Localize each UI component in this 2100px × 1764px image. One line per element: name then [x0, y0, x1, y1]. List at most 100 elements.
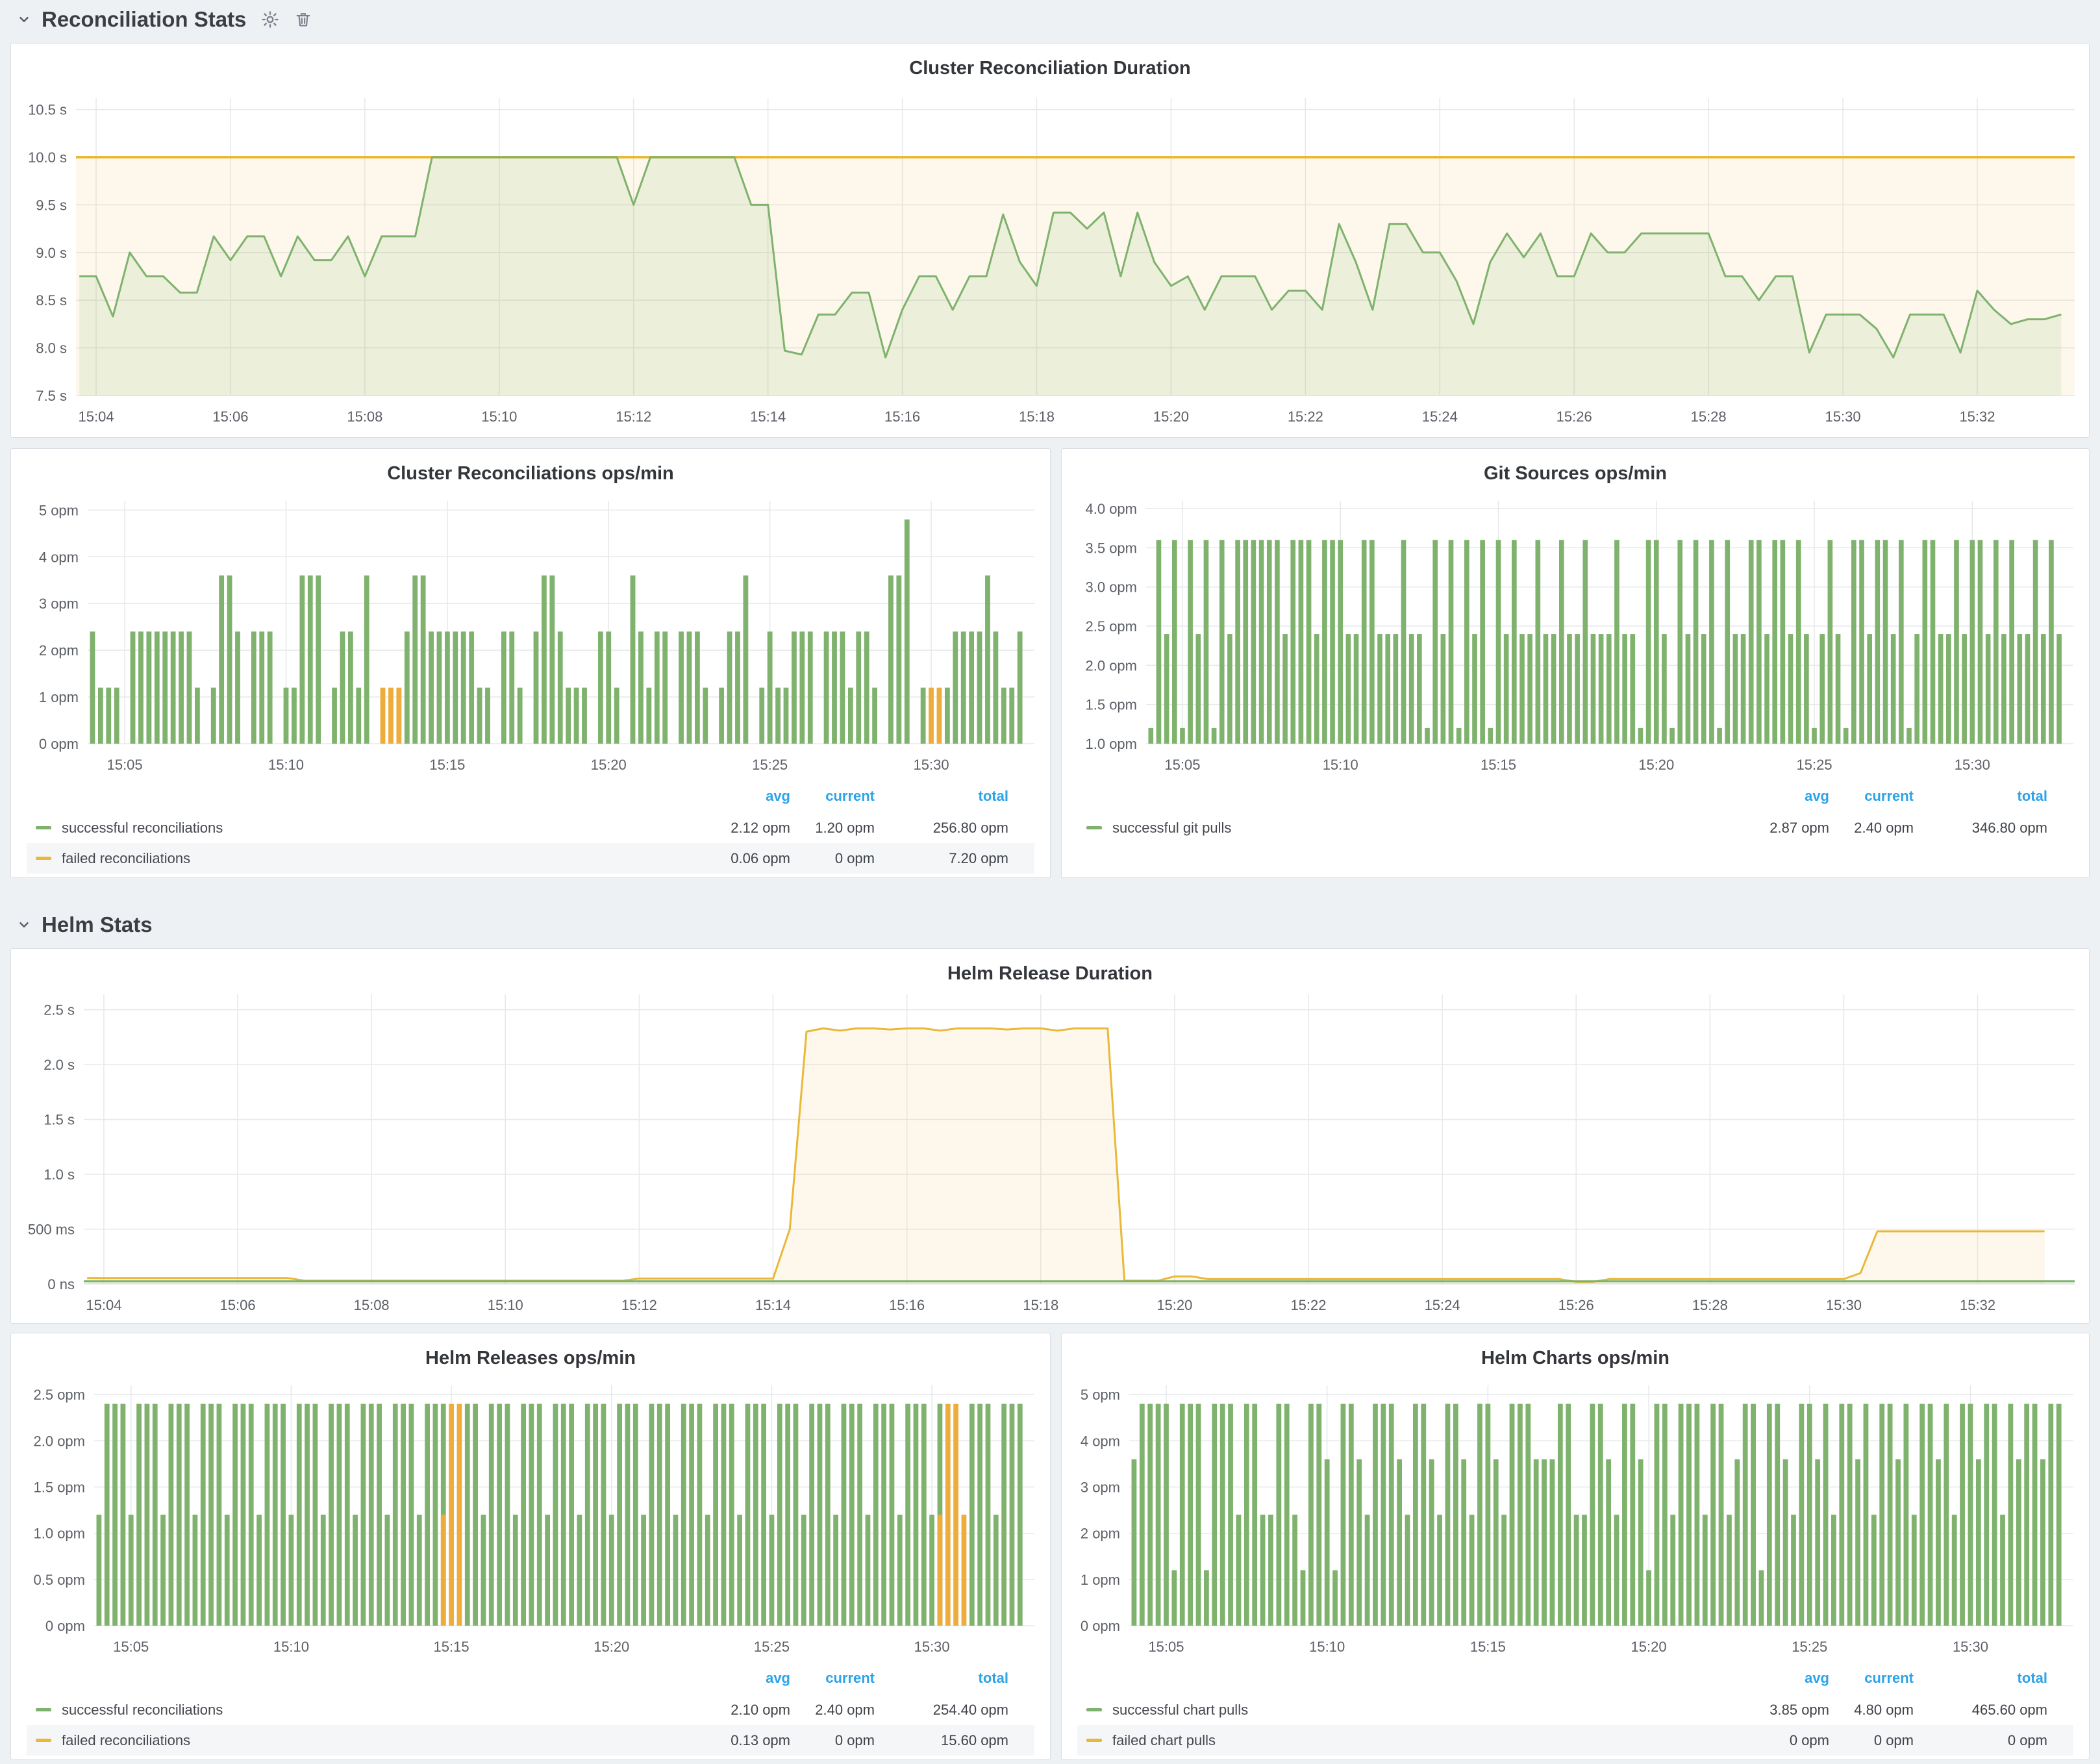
- legend-series-label[interactable]: failed reconciliations: [62, 1732, 191, 1748]
- legend-col-total[interactable]: total: [2017, 1670, 2047, 1686]
- legend-col-avg[interactable]: avg: [766, 1670, 790, 1686]
- legend-col-current[interactable]: current: [1864, 1670, 1914, 1686]
- svg-text:15:12: 15:12: [616, 409, 651, 425]
- svg-text:15:16: 15:16: [889, 1297, 925, 1313]
- svg-text:8.0 s: 8.0 s: [36, 340, 67, 357]
- helm-release-duration-chart[interactable]: 0 ns 500 ms 1.0 s 1.5 s 2.0 s 2.5 s 15:04 15:06…: [11, 949, 2090, 1324]
- chevron-down-icon[interactable]: [17, 918, 31, 932]
- svg-text:2.0 opm: 2.0 opm: [34, 1433, 86, 1449]
- svg-text:3 opm: 3 opm: [1081, 1480, 1120, 1496]
- svg-text:15:20: 15:20: [1156, 1297, 1192, 1313]
- legend-total-value: 7.20 opm: [949, 850, 1008, 866]
- legend-avg-value: 0 opm: [1789, 1732, 1829, 1748]
- panel-title[interactable]: Helm Release Duration: [947, 963, 1153, 984]
- legend-col-total[interactable]: total: [978, 788, 1008, 804]
- svg-text:15:15: 15:15: [1470, 1639, 1506, 1655]
- legend-avg-value: 0.06 opm: [731, 850, 790, 866]
- svg-text:15:24: 15:24: [1425, 1297, 1460, 1313]
- svg-text:15:26: 15:26: [1556, 409, 1592, 425]
- svg-text:2.5 opm: 2.5 opm: [1086, 618, 1138, 635]
- section-title-reconciliation-stats[interactable]: Reconciliation Stats: [42, 7, 247, 31]
- svg-text:3.5 opm: 3.5 opm: [1086, 540, 1138, 556]
- svg-text:2.0 opm: 2.0 opm: [1086, 657, 1138, 674]
- svg-text:15:20: 15:20: [1631, 1639, 1667, 1655]
- svg-text:3 opm: 3 opm: [39, 596, 79, 612]
- trash-icon[interactable]: [294, 10, 312, 29]
- legend-col-total[interactable]: total: [978, 1670, 1008, 1686]
- svg-text:15:06: 15:06: [220, 1297, 256, 1313]
- svg-text:15:10: 15:10: [273, 1639, 309, 1655]
- legend-row: successful git pulls 2.87 opm 2.40 opm 346.…: [1077, 813, 2073, 843]
- svg-text:15:05: 15:05: [107, 757, 143, 773]
- legend-col-avg[interactable]: avg: [766, 788, 790, 804]
- legend-col-avg[interactable]: avg: [1805, 788, 1829, 804]
- svg-text:1.5 s: 1.5 s: [44, 1112, 75, 1128]
- panel-title[interactable]: Helm Charts ops/min: [1481, 1348, 1670, 1368]
- cluster-reconciliations-chart[interactable]: 0 opm 1 opm 2 opm 3 opm 4 opm 5 opm 15:05 15:10…: [11, 449, 1051, 879]
- series-color-swatch: [36, 1708, 51, 1711]
- legend-series-label[interactable]: failed reconciliations: [62, 850, 191, 866]
- cluster-reconciliation-duration-chart[interactable]: 7.5 s 8.0 s 8.5 s 9.0 s 9.5 s 10.0 s 10.5 s 15:…: [11, 44, 2090, 438]
- legend-col-total[interactable]: total: [2017, 788, 2047, 804]
- legend-avg-value: 2.12 opm: [731, 820, 790, 836]
- svg-text:15:04: 15:04: [86, 1297, 121, 1313]
- svg-text:15:05: 15:05: [1164, 757, 1200, 773]
- legend-series-label[interactable]: successful reconciliations: [62, 819, 223, 836]
- panel-title[interactable]: Cluster Reconciliations ops/min: [387, 463, 674, 484]
- legend-row: failed chart pulls 0 opm 0 opm 0 opm: [1077, 1725, 2073, 1756]
- svg-text:4 opm: 4 opm: [1081, 1433, 1120, 1449]
- svg-text:15:30: 15:30: [1826, 1297, 1862, 1313]
- series-color-swatch: [36, 826, 51, 829]
- svg-text:15:06: 15:06: [212, 409, 248, 425]
- svg-text:1.0 opm: 1.0 opm: [34, 1526, 86, 1542]
- legend-series-label[interactable]: successful chart pulls: [1112, 1701, 1249, 1718]
- panel-cluster-reconciliation-duration: Cluster Reconciliation Duration 7.5 s 8.0…: [10, 43, 2090, 438]
- legend-row: failed reconciliations 0.06 opm 0 opm 7.20 …: [27, 843, 1034, 874]
- gear-icon[interactable]: [260, 10, 280, 29]
- svg-text:15:25: 15:25: [1792, 1639, 1827, 1655]
- helm-releases-chart[interactable]: 0 opm 0.5 opm 1.0 opm 1.5 opm 2.0 opm 2.5 opm…: [11, 1333, 1051, 1761]
- legend-series-label[interactable]: successful git pulls: [1112, 819, 1232, 836]
- svg-text:1.5 opm: 1.5 opm: [34, 1480, 86, 1496]
- legend-series-label[interactable]: successful reconciliations: [62, 1701, 223, 1718]
- svg-text:15:16: 15:16: [884, 409, 920, 425]
- svg-text:15:32: 15:32: [1960, 1297, 1995, 1313]
- svg-text:15:25: 15:25: [752, 757, 788, 773]
- svg-text:4.0 opm: 4.0 opm: [1086, 501, 1138, 517]
- legend-col-current[interactable]: current: [1864, 788, 1914, 804]
- helm-charts-chart[interactable]: 0 opm 1 opm 2 opm 3 opm 4 opm 5 opm 15:05 15:10…: [1062, 1333, 2090, 1761]
- series-color-swatch: [36, 1739, 51, 1742]
- legend-row: successful chart pulls 3.85 opm 4.80 opm 46…: [1077, 1695, 2073, 1725]
- legend-col-current[interactable]: current: [825, 788, 875, 804]
- svg-text:15:14: 15:14: [750, 409, 786, 425]
- chevron-down-icon[interactable]: [17, 12, 31, 27]
- legend-col-current[interactable]: current: [825, 1670, 875, 1686]
- legend-avg-value: 2.87 opm: [1769, 820, 1829, 836]
- svg-text:7.5 s: 7.5 s: [36, 388, 67, 404]
- legend-current-value: 0 opm: [834, 850, 875, 866]
- panel-title[interactable]: Git Sources ops/min: [1484, 463, 1667, 484]
- legend-header: avg current total: [1077, 785, 2073, 813]
- panel-title[interactable]: Helm Releases ops/min: [425, 1348, 636, 1368]
- legend-series-label[interactable]: failed chart pulls: [1112, 1732, 1216, 1748]
- svg-text:1 opm: 1 opm: [39, 689, 79, 705]
- section-title-helm-stats[interactable]: Helm Stats: [42, 913, 153, 937]
- svg-text:15:30: 15:30: [1825, 409, 1861, 425]
- legend-total-value: 465.60 opm: [1971, 1702, 2047, 1718]
- svg-text:0 ns: 0 ns: [47, 1276, 75, 1292]
- panel-cluster-reconciliations-opm: Cluster Reconciliations ops/min 0 opm 1 o…: [10, 448, 1051, 878]
- svg-text:0 opm: 0 opm: [1081, 1618, 1120, 1634]
- svg-text:2 opm: 2 opm: [1081, 1526, 1120, 1542]
- svg-text:15:20: 15:20: [591, 757, 627, 773]
- svg-text:1.5 opm: 1.5 opm: [1086, 697, 1138, 713]
- svg-text:9.0 s: 9.0 s: [36, 245, 67, 261]
- svg-text:8.5 s: 8.5 s: [36, 292, 67, 309]
- legend-col-avg[interactable]: avg: [1805, 1670, 1829, 1686]
- legend: avg current total successful chart pulls 3.8…: [1077, 1667, 2073, 1756]
- legend-header: avg current total: [27, 1667, 1034, 1695]
- legend-row: successful reconciliations 2.10 opm 2.40 o…: [27, 1695, 1034, 1725]
- svg-text:2.0 s: 2.0 s: [44, 1057, 75, 1073]
- svg-text:0.5 opm: 0.5 opm: [34, 1572, 86, 1588]
- panel-title[interactable]: Cluster Reconciliation Duration: [909, 58, 1191, 79]
- git-sources-chart[interactable]: 1.0 opm 1.5 opm 2.0 opm 2.5 opm 3.0 opm 3.5 o…: [1062, 449, 2090, 879]
